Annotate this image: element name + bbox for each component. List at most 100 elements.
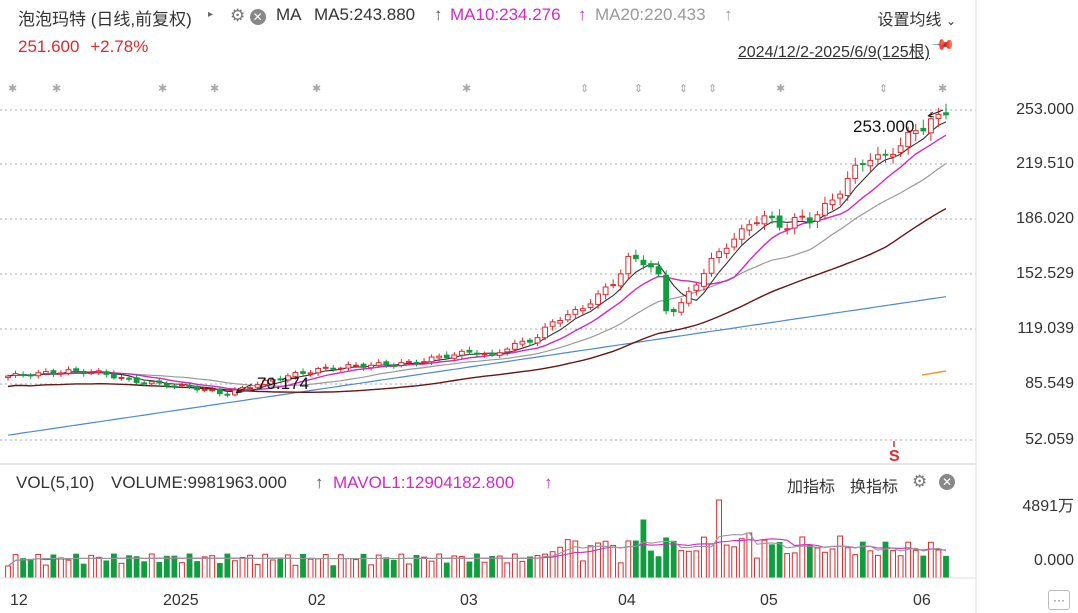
candle-body xyxy=(943,112,949,116)
candle-body xyxy=(822,202,828,216)
volume-bar xyxy=(466,561,473,579)
volume-bar xyxy=(731,546,738,579)
volume-bar xyxy=(436,553,443,579)
volume-bar xyxy=(315,558,322,579)
close-icon[interactable]: ✕ xyxy=(249,8,266,25)
volume-ma-lines xyxy=(7,532,947,567)
candle-body xyxy=(156,380,163,384)
volume-bar xyxy=(383,557,390,579)
candle-body xyxy=(670,309,677,313)
volume-bar xyxy=(209,555,216,579)
candle-body xyxy=(27,374,34,377)
event-marker-icon: ✱ xyxy=(938,82,947,95)
candle-body xyxy=(875,154,881,160)
volume-bar xyxy=(73,553,79,579)
volume-bar xyxy=(458,556,465,579)
volume-bar xyxy=(163,555,170,579)
candle-body xyxy=(95,370,102,373)
candle-body xyxy=(504,348,511,353)
candle-body xyxy=(648,263,654,268)
volume-bar xyxy=(534,555,541,579)
candle-body xyxy=(617,273,624,287)
y-tick-5: 119.039 xyxy=(1017,320,1074,337)
volume-bar xyxy=(519,560,526,579)
add-indicator-button[interactable]: 加指标 xyxy=(787,479,836,496)
candle-body xyxy=(769,215,775,219)
close-icon[interactable]: ✕ xyxy=(939,474,955,490)
candle-body xyxy=(595,293,601,305)
candle-body xyxy=(784,228,791,231)
candle-body xyxy=(103,371,110,375)
y-tick-6: 85.549 xyxy=(1025,375,1074,392)
candle-body xyxy=(42,371,49,375)
volume-bar xyxy=(368,564,374,579)
volume-bar xyxy=(390,559,397,579)
volume-bar xyxy=(156,561,163,579)
candle-body xyxy=(284,375,291,381)
settings-ma-button[interactable]: 设置均线 ⌄ xyxy=(877,6,956,30)
more-options-button[interactable]: ··· xyxy=(1048,590,1070,610)
ma20-arrow-icon: ↑ xyxy=(724,5,733,24)
candle-body xyxy=(701,273,707,287)
mavol1-line xyxy=(7,532,947,567)
candle-body xyxy=(746,224,753,231)
volume-bar xyxy=(194,561,201,579)
gear-icon[interactable]: ⚙ xyxy=(230,6,246,25)
switch-indicator-button[interactable]: 换指标 xyxy=(850,479,899,496)
candle-body xyxy=(292,372,299,377)
volume-bar xyxy=(95,556,102,579)
candle-body xyxy=(88,372,95,375)
candle-body xyxy=(35,372,42,377)
gear-icon[interactable]: ⚙ xyxy=(912,472,928,491)
stock-title[interactable]: 泡泡玛特 (日线,前复权) xyxy=(18,10,192,29)
title-arrow-icon[interactable]: ▸ xyxy=(208,9,214,20)
volume-bar xyxy=(345,557,352,579)
candle-body xyxy=(421,361,427,364)
date-range[interactable]: 2024/12/2-2025/6/9(125根) xyxy=(737,44,930,61)
event-markers: ✱ ✱ ✱ ✱ ✱ ✱ ⇕ ⇕ ⇕ ⇕ ✱ ⇕ ✱ xyxy=(8,82,947,95)
event-marker-icon: ✱ xyxy=(8,82,17,95)
candle-body xyxy=(799,215,806,218)
candle-body xyxy=(50,370,57,375)
candle-body xyxy=(481,353,488,356)
volume-bar xyxy=(80,563,87,579)
candle-body xyxy=(527,339,533,343)
ma-button[interactable]: MA xyxy=(276,5,302,24)
volume-bar xyxy=(640,519,647,579)
vol-y-bottom: 0.000 xyxy=(1033,552,1074,569)
ma60-line xyxy=(7,207,947,393)
volume-bar xyxy=(890,550,896,579)
candle-body xyxy=(375,362,382,367)
event-marker-icon: ✱ xyxy=(462,82,471,95)
volume-bar xyxy=(118,562,125,579)
volume-bar xyxy=(330,565,337,579)
event-marker-icon: ⇕ xyxy=(580,82,589,95)
volume-bar xyxy=(269,559,276,579)
candle-body xyxy=(466,349,473,353)
s-signal-icon[interactable]: S xyxy=(889,448,900,465)
volume-bar xyxy=(920,555,927,579)
candle-body xyxy=(398,362,405,367)
volume-bar xyxy=(799,536,806,579)
candle-body xyxy=(753,222,760,225)
ma10-value: MA10:234.276 xyxy=(450,5,561,24)
volume-bar xyxy=(12,554,19,579)
candle-body xyxy=(791,216,798,229)
candle-body xyxy=(428,356,435,363)
volume-arrow-icon: ↑ xyxy=(315,473,324,492)
volume-bar xyxy=(678,550,685,579)
candle-body xyxy=(368,364,374,369)
volume-bar xyxy=(111,553,117,579)
volume-bar xyxy=(428,560,435,579)
y-tick-7: 52.059 xyxy=(1025,431,1074,448)
volume-bar xyxy=(791,552,798,579)
candle-body xyxy=(738,228,745,240)
candle-body xyxy=(216,388,223,395)
candle-body xyxy=(935,113,942,119)
volume-bar xyxy=(262,553,269,579)
candle-body xyxy=(557,319,564,324)
low-label: 79.174 xyxy=(257,374,309,393)
volume-bar xyxy=(738,538,745,579)
candle-body xyxy=(5,375,11,379)
